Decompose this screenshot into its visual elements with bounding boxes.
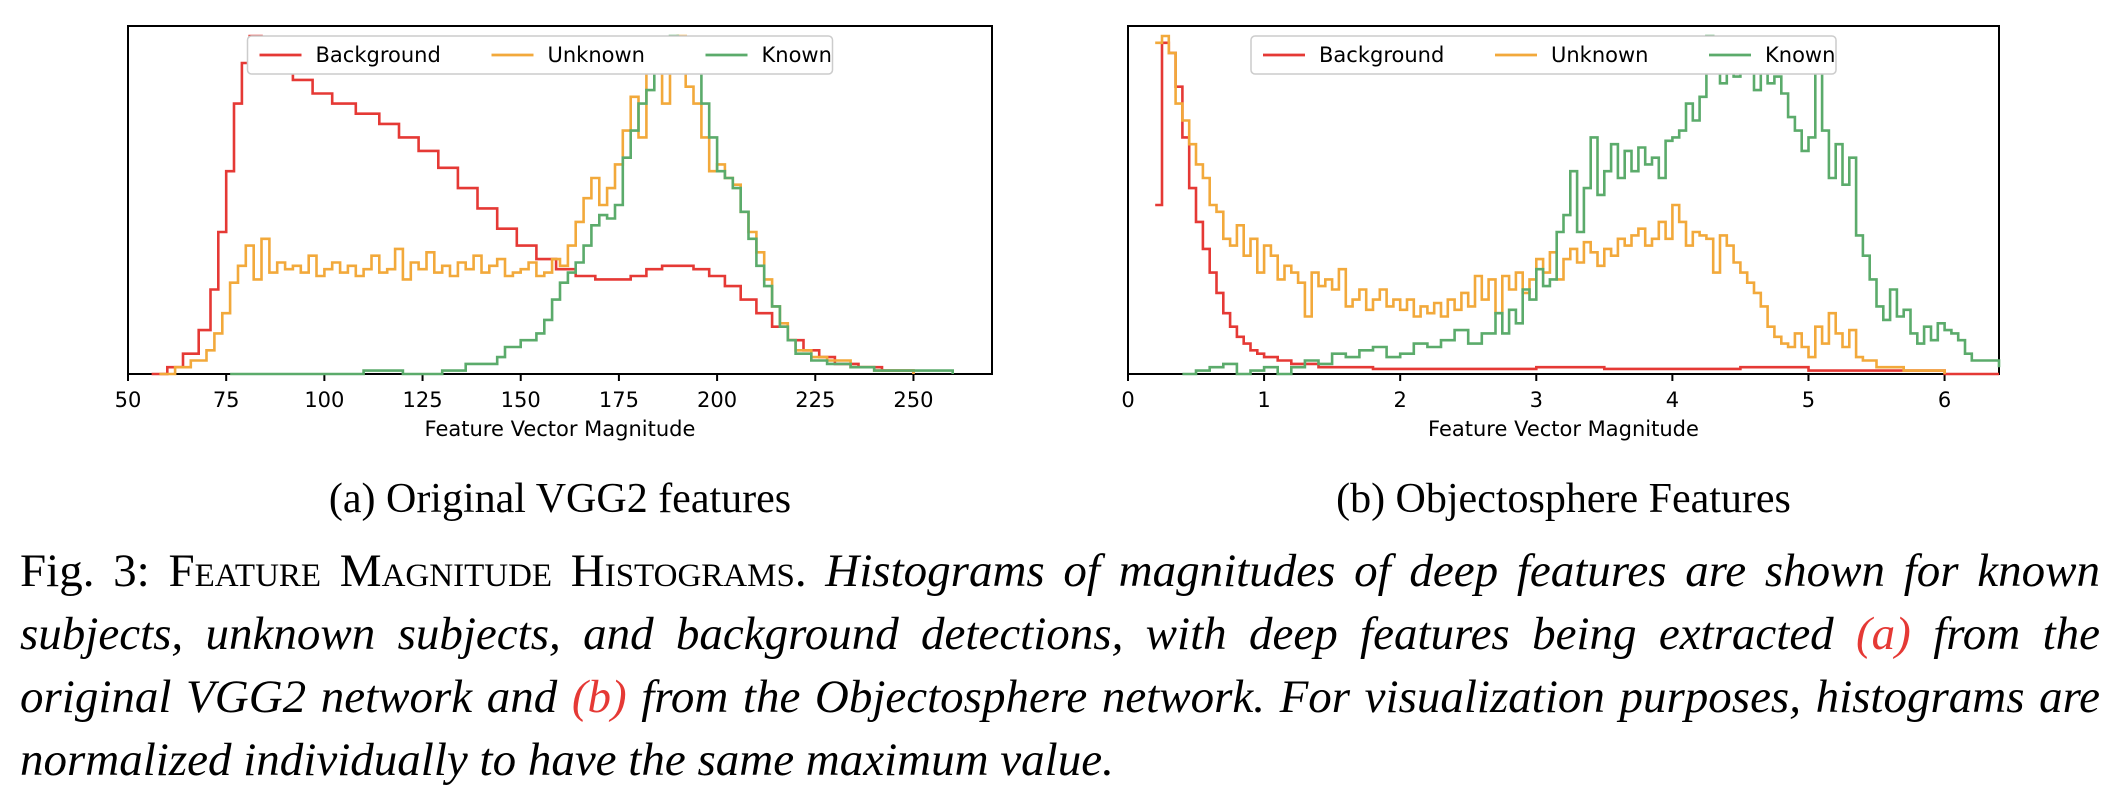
caption-text-3: from the Objectosphere network. For visu… <box>20 671 2100 786</box>
legend-label: Background <box>1319 43 1444 67</box>
x-tick-label: 175 <box>599 388 639 412</box>
series-known-line <box>230 34 954 376</box>
series-unknown-line <box>1155 34 1946 374</box>
plot-frame <box>127 25 993 375</box>
series-known-line <box>1182 34 2001 376</box>
caption-text-2: from the original VGG2 network and <box>20 608 2100 723</box>
x-tick-label: 0 <box>1121 388 1134 412</box>
panel-a: 50 75 100 125 150 175 200 225 250 Feature Vector … <box>115 25 993 522</box>
legend-box <box>246 35 834 75</box>
x-tick-label: 50 <box>115 388 142 412</box>
series-unknown-line <box>159 34 915 376</box>
plot-frame <box>1127 25 2000 375</box>
legend-box <box>1250 35 1837 75</box>
x-tick-label: 150 <box>501 388 541 412</box>
caption-prefix: Fig. 3: <box>20 545 169 597</box>
subcaption: (b) Objectosphere Features <box>1336 476 1791 522</box>
caption-title: Feature Magnitude Histograms. <box>168 545 807 597</box>
x-tick-label: 100 <box>304 388 344 412</box>
figure-caption: Fig. 3: Feature Magnitude Histograms. Hi… <box>20 540 2100 792</box>
subcaption: (a) Original VGG2 features <box>329 476 791 522</box>
x-tick-label: 250 <box>893 388 933 412</box>
x-tick-label: 75 <box>213 388 240 412</box>
x-axis-label: Feature Vector Magnitude <box>425 417 696 441</box>
series-background-line <box>151 34 915 376</box>
x-tick-label: 4 <box>1666 388 1679 412</box>
caption-ref-a: (a) <box>1856 608 1911 660</box>
x-tick-label: 5 <box>1802 388 1815 412</box>
legend-label: Unknown <box>548 43 645 67</box>
x-tick-label: 2 <box>1394 388 1407 412</box>
panel-b: 0 1 2 3 4 5 6 Feature Vector Magnitude Backgroun… <box>1121 25 2001 522</box>
legend-label: Known <box>762 43 832 67</box>
legend-label: Known <box>1765 43 1835 67</box>
x-tick-label: 200 <box>697 388 737 412</box>
caption-text-1: Histograms of magnitudes of deep feature… <box>20 545 2100 660</box>
x-tick-label: 125 <box>402 388 442 412</box>
legend-label: Unknown <box>1551 43 1648 67</box>
x-tick-label: 3 <box>1530 388 1543 412</box>
x-tick-label: 6 <box>1938 388 1951 412</box>
legend-label: Background <box>316 43 441 67</box>
x-tick-label: 1 <box>1257 388 1270 412</box>
x-tick-label: 225 <box>795 388 835 412</box>
x-axis-label: Feature Vector Magnitude <box>1428 417 1699 441</box>
caption-ref-b: (b) <box>571 671 627 723</box>
